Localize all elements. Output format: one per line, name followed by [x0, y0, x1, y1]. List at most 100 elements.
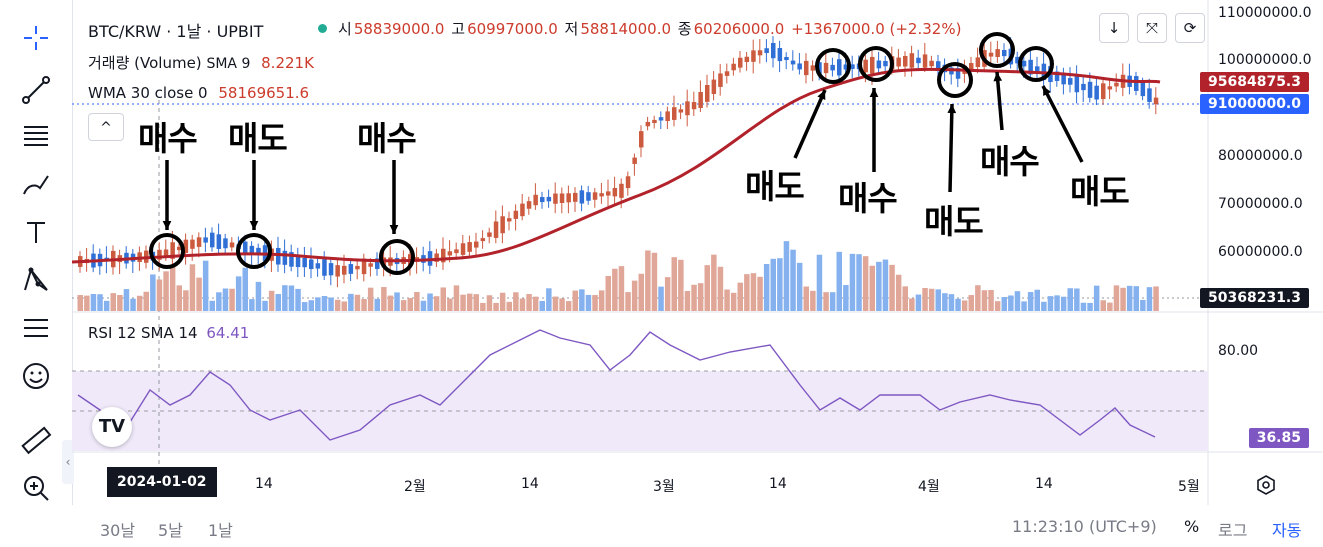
volume-bar	[367, 287, 374, 311]
volume-bar	[361, 298, 367, 311]
candle-body	[1054, 71, 1060, 81]
volume-bar	[704, 265, 710, 311]
left-toolbar	[0, 0, 73, 547]
high-label: 고	[451, 20, 466, 38]
volume-sma: SMA 9	[206, 56, 251, 72]
annotation-arrow	[1041, 85, 1084, 163]
range-1d[interactable]: 1날	[208, 521, 233, 540]
wma-legend[interactable]: WMA 30 close 0 58169651.6	[88, 84, 309, 102]
volume-bar	[770, 258, 776, 311]
candle-body	[586, 192, 591, 201]
volume-bar	[453, 285, 460, 311]
rsi-legend[interactable]: RSI 12 SMA 14 64.41	[88, 324, 249, 342]
volume-bar	[882, 259, 889, 311]
annotation-arrowhead	[993, 72, 1003, 82]
volume-bar	[717, 266, 724, 311]
candle-body	[738, 57, 743, 68]
candle-body	[1107, 86, 1113, 90]
annotation-buy-2: 매수	[357, 119, 417, 158]
fullscreen-icon[interactable]: ⤧	[1137, 13, 1167, 43]
annotation-arrowhead	[162, 220, 172, 230]
candle-body	[559, 193, 565, 203]
tradingview-logo[interactable]: TV	[92, 407, 132, 447]
symbol-title[interactable]: BTC/KRW · 1날 · UPBIT	[88, 22, 264, 41]
volume-bar	[1074, 288, 1080, 311]
volume-legend[interactable]: 거래량 (Volume) SMA 9 8.221K	[88, 52, 314, 73]
range-30d[interactable]: 30날	[100, 521, 136, 540]
emoji-icon[interactable]	[18, 358, 54, 394]
annotation-circle	[1018, 46, 1054, 82]
clock[interactable]: 11:23:10 (UTC+9)	[1012, 517, 1157, 536]
volume-bar	[1100, 300, 1106, 311]
volume-bar	[301, 302, 308, 311]
volume-bar	[1133, 286, 1139, 311]
volume-bar	[156, 279, 163, 311]
open-value: 58839000.0	[353, 20, 445, 38]
volume-title: 거래량 (Volume)	[88, 54, 202, 72]
pattern-icon[interactable]	[18, 262, 54, 298]
candle-body	[619, 183, 624, 198]
volume-bar	[532, 296, 539, 311]
ruler-icon[interactable]	[18, 422, 54, 458]
auto-toggle[interactable]: 자동	[1272, 521, 1302, 540]
settings-pane-icon[interactable]: ⟳	[1175, 13, 1205, 43]
candle-body	[1002, 50, 1007, 57]
candle-body	[969, 63, 974, 70]
annotation-circle	[858, 46, 894, 82]
forecast-icon[interactable]	[18, 310, 54, 346]
volume-bar	[136, 295, 143, 311]
trend-line-icon[interactable]	[18, 72, 54, 108]
candle-body	[216, 234, 222, 249]
volume-bar	[592, 295, 598, 311]
range-5d[interactable]: 5날	[158, 521, 183, 540]
volume-bar	[447, 298, 453, 311]
crosshair-icon[interactable]	[18, 20, 54, 56]
volume-bar	[678, 259, 684, 311]
candle-body	[817, 62, 822, 74]
collapse-sidebar-handle[interactable]: ‹	[62, 440, 74, 484]
volume-bar	[275, 294, 281, 311]
time-label: 5월	[1178, 479, 1200, 495]
volume-bar	[579, 289, 585, 311]
text-icon[interactable]	[18, 214, 54, 250]
volume-bar	[130, 298, 136, 311]
volume-bar	[1021, 301, 1027, 311]
volume-bar	[889, 264, 895, 311]
volume-bar	[354, 294, 361, 311]
volume-bar	[565, 301, 572, 311]
log-toggle[interactable]: 로그	[1218, 521, 1248, 540]
candle-body	[718, 73, 723, 87]
candle-body	[1074, 76, 1080, 93]
volume-bar	[77, 295, 83, 311]
volume-bar	[994, 301, 1001, 311]
volume-bar	[552, 296, 559, 311]
volume-bar	[664, 277, 671, 311]
arrow-down-icon[interactable]: ↓	[1099, 13, 1129, 43]
volume-bar	[810, 290, 816, 311]
brush-icon[interactable]	[18, 166, 54, 202]
volume-bar	[348, 293, 354, 311]
volume-bar	[427, 293, 433, 311]
fib-icon[interactable]	[18, 118, 54, 154]
candle-body	[256, 247, 261, 256]
volume-bar	[295, 288, 301, 311]
collapse-legend-button[interactable]: ^	[88, 113, 124, 141]
volume-bar	[519, 298, 526, 311]
candle-body	[249, 245, 255, 254]
candle-body	[441, 248, 446, 263]
volume-bar	[209, 300, 215, 311]
zoom-icon[interactable]	[18, 470, 54, 506]
candle-body	[203, 237, 208, 243]
volume-bar	[1153, 286, 1159, 311]
candle-body	[223, 238, 228, 249]
candle-body	[744, 56, 750, 63]
volume-bar	[922, 288, 928, 311]
volume-bar	[1054, 295, 1060, 311]
volume-bar	[163, 271, 169, 311]
volume-bar	[856, 254, 862, 311]
annotation-arrowhead	[1043, 86, 1051, 96]
gear-icon[interactable]	[1255, 474, 1277, 496]
candle-body	[691, 102, 697, 110]
percent-toggle[interactable]: %	[1184, 517, 1200, 536]
